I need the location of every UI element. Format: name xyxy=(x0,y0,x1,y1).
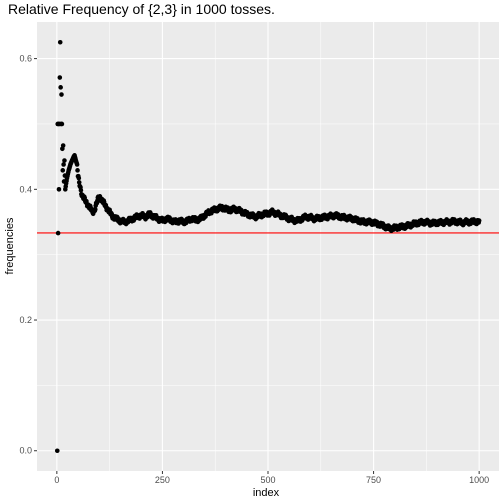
y-tick-label: 0.6 xyxy=(19,54,32,64)
y-tick-label: 0.4 xyxy=(19,184,32,194)
data-points xyxy=(54,39,482,454)
data-point xyxy=(76,175,82,181)
x-tick-label: 0 xyxy=(54,475,59,485)
data-point xyxy=(58,85,63,90)
data-point xyxy=(57,39,63,45)
major-gridlines xyxy=(37,22,499,471)
data-point xyxy=(60,143,66,148)
data-point xyxy=(76,180,82,185)
data-point xyxy=(74,162,80,167)
x-tick-label: 250 xyxy=(155,475,170,485)
data-point xyxy=(60,168,66,173)
data-point xyxy=(61,162,66,167)
data-point xyxy=(62,158,67,163)
x-axis: 0 250 500 750 1000 xyxy=(54,471,489,485)
x-axis-title: index xyxy=(253,487,280,499)
data-point xyxy=(54,448,60,454)
data-point xyxy=(56,187,62,192)
x-tick-label: 1000 xyxy=(469,475,489,485)
chart-title: Relative Frequency of {2,3} in 1000 toss… xyxy=(8,1,275,17)
data-point xyxy=(92,207,98,212)
data-point xyxy=(59,92,64,97)
x-tick-label: 750 xyxy=(366,475,381,485)
y-axis-title: frequencies xyxy=(4,217,16,274)
data-point xyxy=(57,75,63,80)
y-tick-label: 0.2 xyxy=(19,315,32,325)
data-point xyxy=(78,187,84,193)
data-point xyxy=(59,121,65,127)
data-point xyxy=(75,168,80,173)
y-tick-label: 0.0 xyxy=(19,446,32,456)
y-axis: 0.0 0.2 0.4 0.6 xyxy=(19,54,37,456)
data-point xyxy=(55,230,61,236)
data-point xyxy=(476,218,482,223)
x-tick-label: 500 xyxy=(260,475,275,485)
